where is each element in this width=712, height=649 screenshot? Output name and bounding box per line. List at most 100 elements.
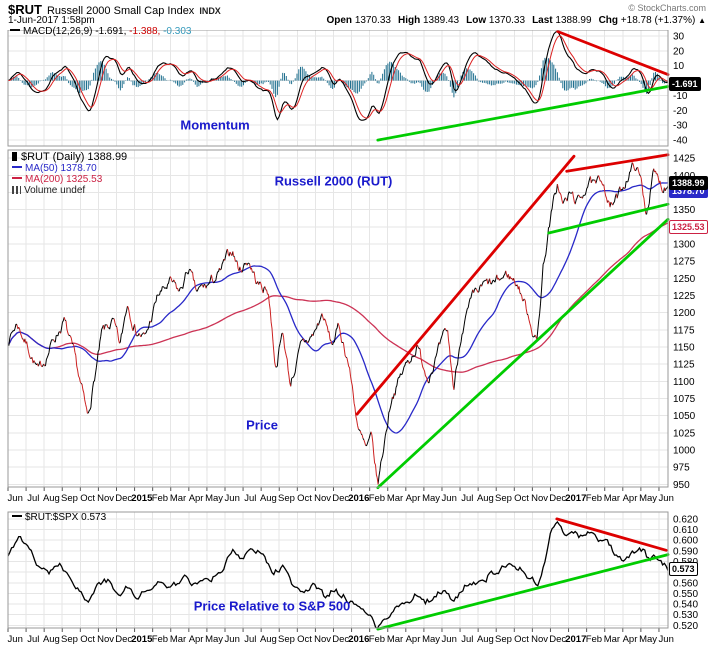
svg-text:0.560: 0.560 bbox=[673, 578, 698, 589]
price-legend: $RUT (Daily) 1388.99 MA(50) 1378.70 MA(2… bbox=[12, 151, 127, 196]
svg-text:2017: 2017 bbox=[565, 634, 586, 645]
momentum-panel: 30 20 10 -10 -20 -30 -40 bbox=[7, 30, 688, 147]
svg-text:May: May bbox=[205, 493, 223, 504]
svg-text:Aug: Aug bbox=[260, 634, 277, 645]
svg-text:Nov: Nov bbox=[531, 493, 548, 504]
date-time: 1-Jun-2017 1:58pm bbox=[8, 15, 95, 26]
svg-text:-40: -40 bbox=[673, 136, 688, 147]
svg-text:Dec: Dec bbox=[549, 634, 566, 645]
svg-text:0.600: 0.600 bbox=[673, 536, 698, 547]
low-value: 1370.33 bbox=[488, 15, 526, 26]
svg-text:Nov: Nov bbox=[314, 493, 331, 504]
svg-text:0.520: 0.520 bbox=[673, 621, 698, 632]
high-value: 1389.43 bbox=[422, 15, 460, 26]
svg-text:Mar: Mar bbox=[170, 634, 186, 645]
svg-text:Jun: Jun bbox=[8, 634, 23, 645]
svg-text:30: 30 bbox=[673, 31, 685, 42]
svg-text:2016: 2016 bbox=[348, 493, 369, 504]
svg-text:1300: 1300 bbox=[673, 240, 696, 251]
svg-text:Sep: Sep bbox=[278, 634, 295, 645]
ma200-legend: MA(200) 1325.53 bbox=[25, 174, 103, 185]
svg-text:1225: 1225 bbox=[673, 291, 696, 302]
open-value: 1370.33 bbox=[354, 15, 391, 26]
macd-line-icon bbox=[10, 29, 20, 31]
chg-value: +18.78 (+1.37%) bbox=[620, 15, 696, 26]
svg-text:975: 975 bbox=[673, 463, 690, 474]
price-line-down bbox=[16, 162, 666, 485]
svg-text:Apr: Apr bbox=[406, 634, 421, 645]
up-arrow-icon: ▲ bbox=[698, 16, 706, 25]
svg-text:Jun: Jun bbox=[659, 634, 674, 645]
svg-text:1075: 1075 bbox=[673, 394, 696, 405]
svg-text:Jul: Jul bbox=[461, 634, 473, 645]
svg-text:-10: -10 bbox=[673, 91, 688, 102]
svg-text:Mar: Mar bbox=[170, 493, 186, 504]
svg-text:0.530: 0.530 bbox=[673, 610, 698, 621]
last-label: Last bbox=[532, 15, 553, 26]
svg-text:Nov: Nov bbox=[531, 634, 548, 645]
svg-text:-20: -20 bbox=[673, 106, 688, 117]
svg-text:Jun: Jun bbox=[442, 634, 457, 645]
svg-text:1025: 1025 bbox=[673, 428, 696, 439]
svg-text:1200: 1200 bbox=[673, 308, 696, 319]
relative-strength-panel: 0.6200.6100.6000.5900.5800.5700.5600.550… bbox=[7, 511, 698, 645]
svg-text:Nov: Nov bbox=[314, 634, 331, 645]
macd-signal-value: -1.388, bbox=[129, 26, 161, 37]
svg-text:2017: 2017 bbox=[565, 493, 586, 504]
low-label: Low bbox=[466, 15, 487, 26]
svg-text:0.550: 0.550 bbox=[673, 589, 698, 600]
svg-text:Feb: Feb bbox=[152, 634, 168, 645]
ma200-line bbox=[8, 222, 668, 373]
green-trendline bbox=[547, 202, 670, 235]
svg-text:Mar: Mar bbox=[604, 493, 620, 504]
ratio-legend-text: $RUT:$SPX 0.573 bbox=[25, 512, 107, 523]
svg-text:950: 950 bbox=[673, 480, 690, 491]
relative-annotation: Price Relative to S&P 500 bbox=[193, 598, 351, 614]
macd-legend: MACD(12,26,9) -1.691, -1.388, -0.303 bbox=[10, 26, 191, 37]
svg-text:Mar: Mar bbox=[604, 634, 620, 645]
svg-text:1125: 1125 bbox=[673, 360, 695, 371]
exchange-tag: INDX bbox=[199, 6, 221, 16]
svg-text:Jun: Jun bbox=[225, 493, 240, 504]
svg-text:Jun: Jun bbox=[225, 634, 240, 645]
svg-text:Aug: Aug bbox=[477, 493, 494, 504]
svg-text:Jun: Jun bbox=[659, 493, 674, 504]
plot-border bbox=[7, 511, 669, 629]
svg-text:2016: 2016 bbox=[348, 634, 369, 645]
x-axis-labels: Jun Jul Aug Sep Oct Nov Dec 2015 Feb Mar Apr May Jun… bbox=[7, 487, 674, 504]
svg-text:Oct: Oct bbox=[80, 634, 95, 645]
x-axis-labels: Jun Jul Aug Sep Oct Nov Dec 2015 Feb Mar Apr May Jun… bbox=[7, 628, 674, 645]
chart-subheader: 1-Jun-2017 1:58pm Open 1370.33 High 1389.… bbox=[8, 15, 706, 28]
ma50-legend: MA(50) 1378.70 bbox=[25, 163, 97, 174]
red-trendline bbox=[556, 30, 670, 76]
svg-text:Dec: Dec bbox=[332, 634, 349, 645]
svg-text:May: May bbox=[639, 493, 657, 504]
svg-text:May: May bbox=[639, 634, 657, 645]
macd-hist-value: -0.303 bbox=[163, 26, 192, 37]
svg-text:Oct: Oct bbox=[80, 493, 95, 504]
svg-text:Feb: Feb bbox=[586, 634, 602, 645]
svg-text:1275: 1275 bbox=[673, 257, 696, 268]
red-trendline bbox=[355, 154, 576, 416]
svg-text:Mar: Mar bbox=[387, 634, 403, 645]
svg-text:Sep: Sep bbox=[61, 493, 78, 504]
svg-text:0.620: 0.620 bbox=[673, 514, 698, 525]
svg-text:20: 20 bbox=[673, 46, 685, 57]
copyright-text: © StockCharts.com bbox=[628, 3, 706, 13]
svg-text:Dec: Dec bbox=[115, 493, 132, 504]
macd-last-value-box: -1.691 bbox=[669, 76, 701, 91]
volume-legend: Volume undef bbox=[24, 185, 86, 196]
svg-text:Apr: Apr bbox=[623, 493, 638, 504]
price-annotation: Price bbox=[246, 417, 278, 433]
svg-text:1050: 1050 bbox=[673, 411, 696, 422]
index-name: Russell 2000 Small Cap Index bbox=[46, 5, 195, 17]
open-label: Open bbox=[326, 15, 353, 26]
svg-text:May: May bbox=[205, 634, 223, 645]
svg-text:0.590: 0.590 bbox=[673, 546, 698, 557]
ma50-line bbox=[8, 182, 668, 434]
svg-text:2015: 2015 bbox=[131, 493, 153, 504]
svg-text:Dec: Dec bbox=[115, 634, 132, 645]
svg-text:Apr: Apr bbox=[406, 493, 421, 504]
svg-text:1150: 1150 bbox=[673, 343, 695, 354]
